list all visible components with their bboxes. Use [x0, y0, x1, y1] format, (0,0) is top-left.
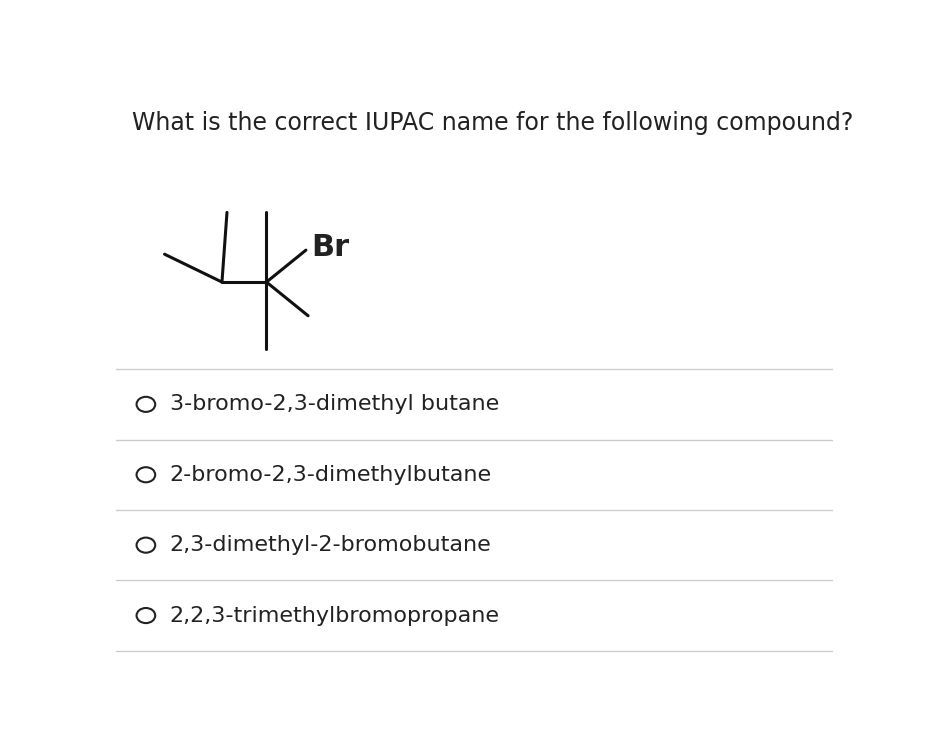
- Text: 3-bromo-2,3-dimethyl butane: 3-bromo-2,3-dimethyl butane: [169, 394, 499, 415]
- Text: 2-bromo-2,3-dimethylbutane: 2-bromo-2,3-dimethylbutane: [169, 464, 492, 485]
- Text: 2,2,3-trimethylbromopropane: 2,2,3-trimethylbromopropane: [169, 605, 499, 626]
- Text: 2,3-dimethyl-2-bromobutane: 2,3-dimethyl-2-bromobutane: [169, 535, 492, 555]
- Text: Br: Br: [312, 233, 350, 262]
- Text: What is the correct IUPAC name for the following compound?: What is the correct IUPAC name for the f…: [131, 111, 853, 135]
